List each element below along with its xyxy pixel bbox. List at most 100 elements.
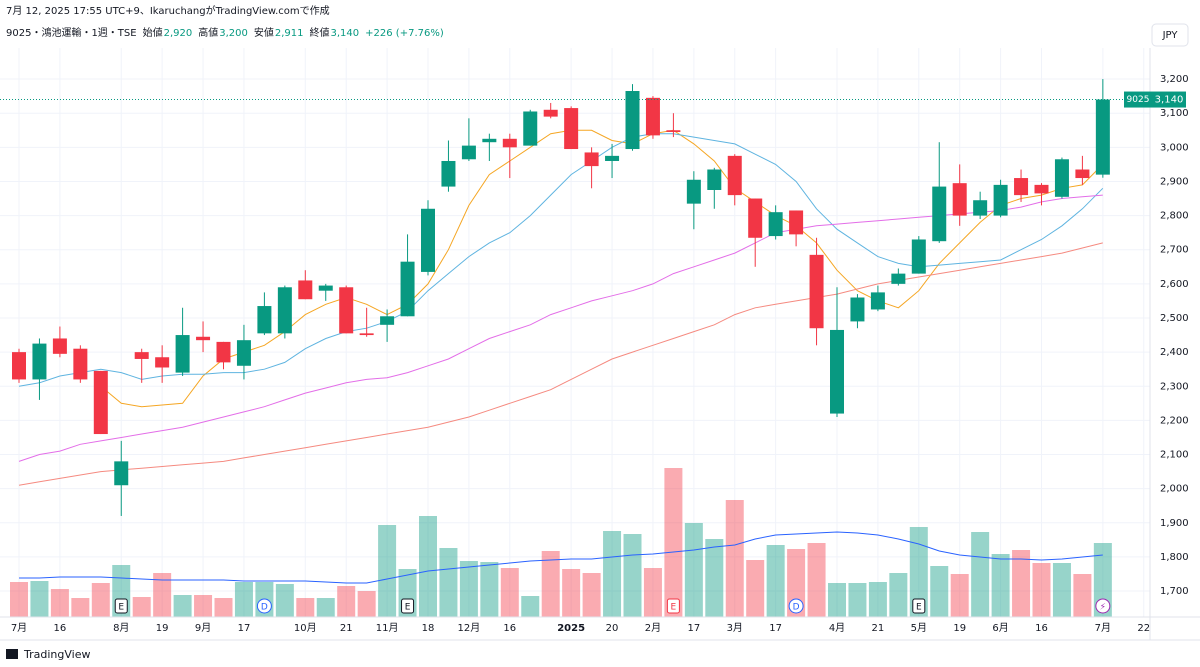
legend: 9025・鴻池運輸・1週・TSE 始値 2,920 高値 3,200 安値 2,911 終値 3… — [6, 26, 444, 39]
moving-average — [100, 129, 1104, 408]
x-tick-label: 8月 — [113, 622, 129, 634]
x-tick-label: 21 — [872, 623, 885, 634]
candle-body — [1075, 169, 1090, 179]
x-tick-label: 16 — [54, 623, 67, 634]
x-tick-label: 12月 — [458, 622, 481, 634]
candle-body — [73, 348, 88, 380]
volume-bar — [889, 573, 908, 617]
volume-bar — [419, 516, 437, 617]
x-tick-label: 17 — [769, 623, 782, 634]
volume-bar — [1032, 563, 1051, 617]
y-tick-label: 2,900 — [1160, 176, 1189, 187]
x-tick-label: 16 — [1035, 623, 1048, 634]
event-marker — [114, 598, 128, 614]
volume-bar — [705, 539, 724, 617]
candle-body — [1034, 184, 1049, 194]
candle-body — [768, 212, 783, 237]
event-marker — [1095, 598, 1111, 614]
candle-body — [380, 316, 395, 325]
candle-body — [277, 287, 292, 334]
volume-bar — [582, 573, 601, 617]
volume-bar — [909, 527, 928, 617]
volume-ma-line — [19, 531, 1103, 584]
legend-text: +226 (+7.76%) — [365, 28, 444, 39]
currency[interactable]: JPY — [1162, 30, 1179, 41]
candle-body — [830, 329, 844, 414]
volume-bar — [643, 568, 662, 617]
y-tick-label: 3,200 — [1160, 74, 1189, 85]
candle-body — [748, 198, 763, 238]
volume-bar — [1052, 563, 1071, 617]
moving-average — [18, 242, 1103, 486]
volume-bar — [459, 561, 478, 617]
candle-body — [993, 184, 1008, 216]
candle-body — [421, 208, 435, 272]
candle-body — [870, 292, 885, 310]
candle-body — [625, 91, 640, 150]
candle-body — [973, 200, 988, 216]
legend-text: 終値 — [310, 26, 330, 39]
candle-body — [523, 111, 538, 146]
volume-bar — [562, 569, 581, 617]
candle-body — [359, 333, 374, 336]
volume-bar — [132, 597, 151, 617]
legend-text: 9025・鴻池運輸・1週・TSE — [6, 26, 137, 39]
candle-body — [298, 280, 313, 300]
volume-bar — [868, 582, 887, 617]
x-tick-label: 6月 — [992, 622, 1008, 634]
volume-bar — [725, 500, 744, 617]
event-label: D — [793, 603, 800, 613]
candle-body — [52, 338, 67, 354]
candle-body — [114, 461, 129, 486]
currency-button[interactable] — [1151, 23, 1189, 47]
price-tag-text: 3,140 — [1155, 95, 1184, 106]
x-tick-label: 21 — [340, 623, 353, 634]
candle-body — [891, 273, 906, 284]
x-tick-label: 22 — [1137, 623, 1150, 634]
candle-body — [543, 109, 558, 117]
y-tick-label: 1,900 — [1160, 518, 1189, 529]
event-marker — [256, 598, 272, 614]
volume-bar — [521, 596, 540, 617]
volume-bar — [214, 598, 233, 617]
candle-body — [686, 179, 701, 204]
candle-body — [564, 108, 579, 150]
volume-bar — [91, 583, 110, 617]
candle-body — [952, 183, 967, 216]
y-tick-label: 2,800 — [1160, 211, 1189, 222]
ticker-tag — [1124, 91, 1152, 108]
x-tick-label: 9月 — [195, 622, 211, 634]
x-tick-label: 17 — [238, 623, 251, 634]
volume-bar — [1093, 543, 1112, 617]
candle-body — [727, 155, 742, 196]
event-label: ⚡ — [1100, 603, 1106, 613]
volume-bar — [234, 582, 253, 617]
x-tick-label: 10月 — [294, 622, 317, 634]
volume-bar — [71, 598, 90, 617]
x-tick-label: 11月 — [376, 622, 399, 634]
candle-body — [93, 370, 108, 435]
volume-bar — [50, 589, 69, 617]
x-tick-label: 20 — [606, 623, 619, 634]
candle-body — [155, 357, 170, 368]
candle-body — [605, 155, 620, 161]
candle-body — [1054, 159, 1069, 197]
y-tick-label: 2,100 — [1160, 450, 1189, 461]
candle-body — [809, 254, 824, 329]
volume-bar — [930, 566, 949, 617]
x-tick-label: 16 — [503, 623, 516, 634]
x-tick-label: 2月 — [645, 622, 661, 634]
x-tick-label: 19 — [156, 623, 169, 634]
volume-bar — [296, 598, 315, 617]
candle-body — [789, 210, 804, 235]
event-label: E — [118, 603, 124, 613]
candle-body — [584, 152, 599, 167]
candle-body — [32, 343, 47, 380]
candle-body — [441, 160, 456, 187]
candle-body — [236, 340, 251, 366]
volume-bar — [316, 598, 335, 617]
event-label: E — [671, 603, 677, 613]
y-tick-label: 2,700 — [1160, 245, 1189, 256]
volume-bar — [439, 548, 458, 617]
